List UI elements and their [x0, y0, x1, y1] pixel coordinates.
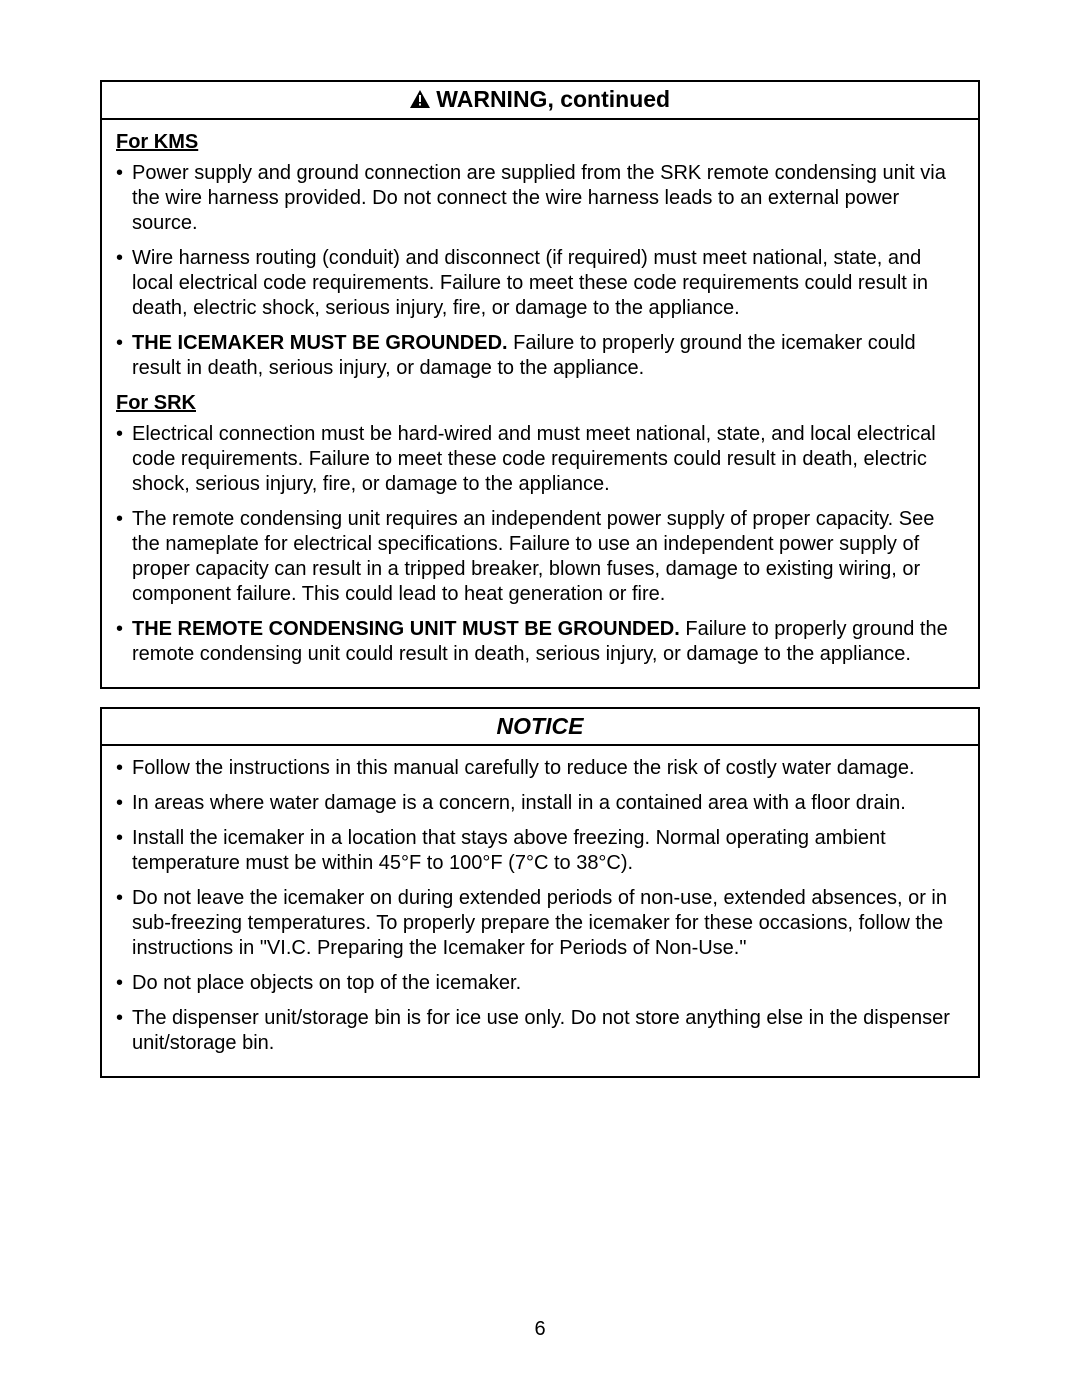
- list-item: Follow the instructions in this manual c…: [116, 756, 964, 781]
- bullet-text: Wire harness routing (conduit) and disco…: [132, 247, 928, 319]
- list-item: Wire harness routing (conduit) and disco…: [116, 246, 964, 321]
- list-item: In areas where water damage is a concern…: [116, 791, 964, 816]
- warning-header-text: WARNING, continued: [436, 86, 670, 112]
- notice-box: NOTICE Follow the instructions in this m…: [100, 707, 980, 1078]
- bullet-text: Power supply and ground connection are s…: [132, 162, 946, 234]
- page-number: 6: [0, 1318, 1080, 1341]
- bullet-text: The dispenser unit/storage bin is for ic…: [132, 1007, 950, 1054]
- bullet-list: Power supply and ground connection are s…: [116, 161, 964, 381]
- bullet-text: Do not leave the icemaker on during exte…: [132, 887, 947, 959]
- list-item: THE REMOTE CONDENSING UNIT MUST BE GROUN…: [116, 617, 964, 667]
- section-heading-srk: For SRK: [116, 391, 964, 416]
- list-item: Do not place objects on top of the icema…: [116, 971, 964, 996]
- document-page: WARNING, continued For KMS Power supply …: [0, 0, 1080, 1397]
- bullet-list: Follow the instructions in this manual c…: [116, 756, 964, 1056]
- list-item: The remote condensing unit requires an i…: [116, 507, 964, 607]
- warning-header: WARNING, continued: [102, 82, 978, 120]
- bullet-text: Follow the instructions in this manual c…: [132, 757, 915, 779]
- notice-header: NOTICE: [102, 709, 978, 746]
- notice-header-text: NOTICE: [497, 713, 584, 739]
- list-item: THE ICEMAKER MUST BE GROUNDED. Failure t…: [116, 331, 964, 381]
- bullet-text: In areas where water damage is a concern…: [132, 792, 906, 814]
- list-item: Install the icemaker in a location that …: [116, 826, 964, 876]
- list-item: The dispenser unit/storage bin is for ic…: [116, 1006, 964, 1056]
- bullet-text: Do not place objects on top of the icema…: [132, 972, 521, 994]
- bullet-bold-lead: THE REMOTE CONDENSING UNIT MUST BE GROUN…: [132, 618, 680, 640]
- bullet-text: Electrical connection must be hard-wired…: [132, 423, 936, 495]
- warning-box: WARNING, continued For KMS Power supply …: [100, 80, 980, 689]
- bullet-list: Electrical connection must be hard-wired…: [116, 422, 964, 667]
- bullet-text: Install the icemaker in a location that …: [132, 827, 886, 874]
- section-heading-kms: For KMS: [116, 130, 964, 155]
- bullet-bold-lead: THE ICEMAKER MUST BE GROUNDED.: [132, 332, 508, 354]
- list-item: Electrical connection must be hard-wired…: [116, 422, 964, 497]
- warning-body: For KMS Power supply and ground connecti…: [102, 120, 978, 687]
- warning-triangle-icon: [410, 87, 430, 114]
- list-item: Power supply and ground connection are s…: [116, 161, 964, 236]
- list-item: Do not leave the icemaker on during exte…: [116, 886, 964, 961]
- bullet-text: The remote condensing unit requires an i…: [132, 508, 934, 605]
- notice-body: Follow the instructions in this manual c…: [102, 746, 978, 1076]
